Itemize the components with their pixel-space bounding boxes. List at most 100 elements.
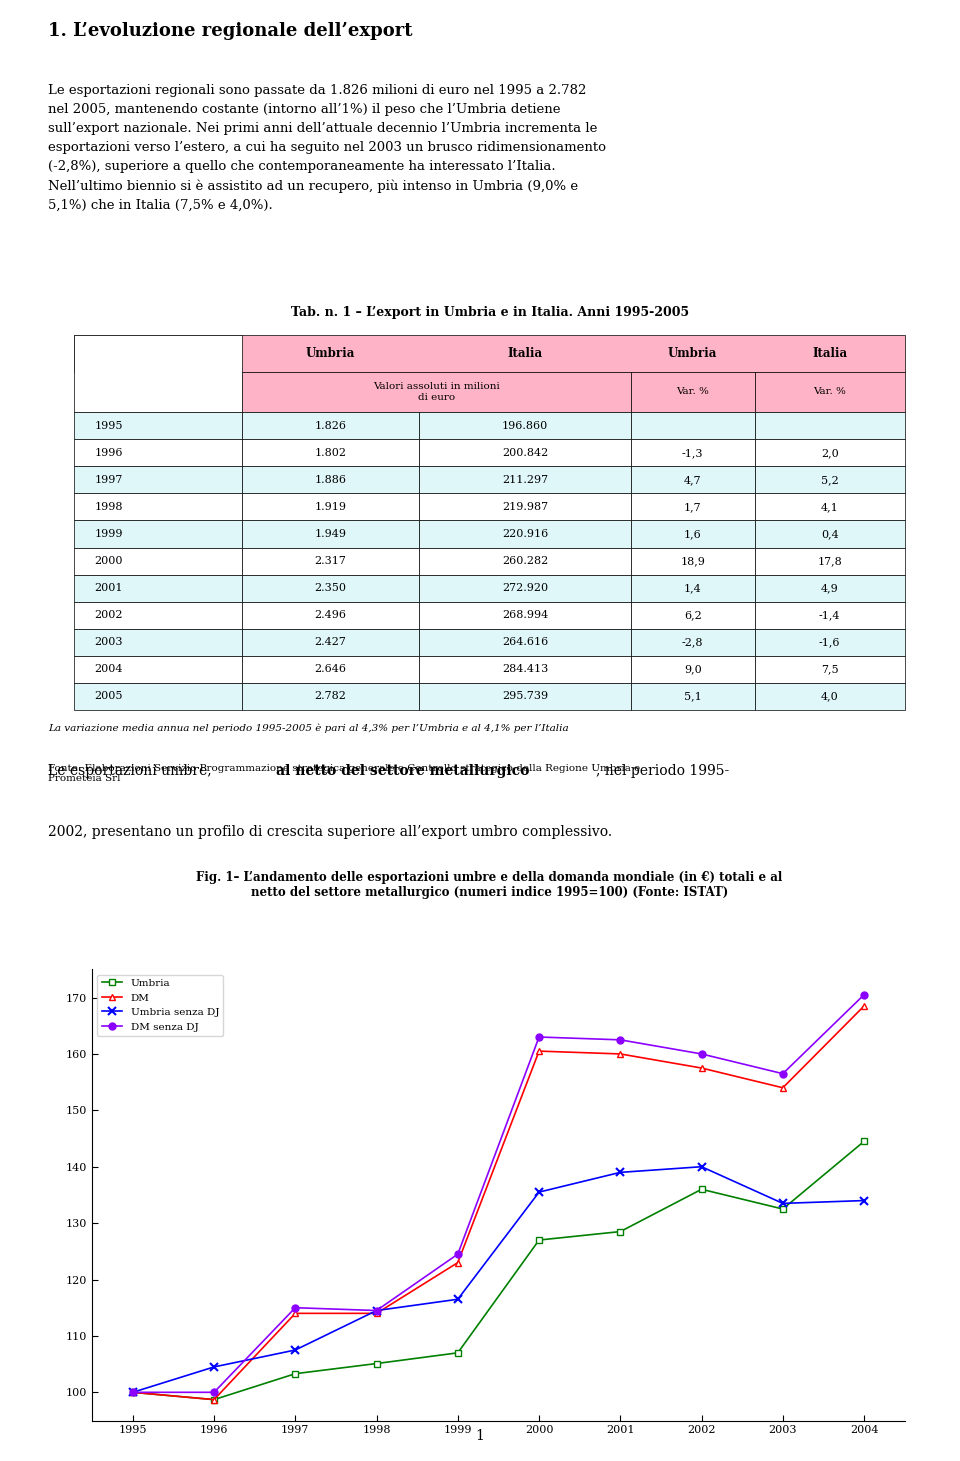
Bar xyxy=(755,371,904,412)
Text: 4,7: 4,7 xyxy=(684,475,702,485)
Text: , nel periodo 1995-: , nel periodo 1995- xyxy=(595,764,729,779)
Text: 295.739: 295.739 xyxy=(502,691,548,701)
Text: 2005: 2005 xyxy=(95,691,123,701)
Text: 5,2: 5,2 xyxy=(821,475,838,485)
Text: 1997: 1997 xyxy=(95,475,123,485)
Text: Var. %: Var. % xyxy=(676,387,709,396)
Bar xyxy=(75,336,904,371)
Text: 1.886: 1.886 xyxy=(315,475,347,485)
Bar xyxy=(755,628,904,656)
Text: 2001: 2001 xyxy=(95,583,123,593)
Text: 2002, presentano un profilo di crescita superiore all’export umbro complessivo.: 2002, presentano un profilo di crescita … xyxy=(48,825,612,839)
Bar xyxy=(419,548,631,574)
Text: 18,9: 18,9 xyxy=(681,557,706,565)
Text: 4,9: 4,9 xyxy=(821,583,838,593)
Text: 2,0: 2,0 xyxy=(821,447,838,457)
Text: 0,4: 0,4 xyxy=(821,529,838,539)
Bar xyxy=(75,682,242,710)
Bar xyxy=(631,656,755,682)
Text: 260.282: 260.282 xyxy=(502,557,548,565)
Text: 5,1: 5,1 xyxy=(684,691,702,701)
Bar xyxy=(419,628,631,656)
Bar xyxy=(755,494,904,520)
Bar xyxy=(419,440,631,466)
Text: La variazione media annua nel periodo 1995-2005 è pari al 4,3% per l’Umbria e al: La variazione media annua nel periodo 19… xyxy=(48,723,568,733)
Text: 2002: 2002 xyxy=(95,611,123,619)
Text: 2.496: 2.496 xyxy=(315,611,347,619)
Bar xyxy=(242,602,419,628)
Text: Var. %: Var. % xyxy=(813,387,846,396)
Bar xyxy=(75,466,242,494)
Bar xyxy=(419,412,631,440)
Text: -2,8: -2,8 xyxy=(682,637,704,647)
Bar xyxy=(242,520,419,548)
Bar xyxy=(419,682,631,710)
Text: 219.987: 219.987 xyxy=(502,503,548,511)
Text: 1,6: 1,6 xyxy=(684,529,702,539)
Text: 1.919: 1.919 xyxy=(315,503,347,511)
Text: 4,1: 4,1 xyxy=(821,503,838,511)
Text: 2004: 2004 xyxy=(95,665,123,675)
Text: 1.802: 1.802 xyxy=(315,447,347,457)
Text: 2.350: 2.350 xyxy=(315,583,347,593)
Bar xyxy=(631,574,755,602)
Bar xyxy=(631,682,755,710)
Text: Le esportazioni umbre,: Le esportazioni umbre, xyxy=(48,764,216,779)
Bar xyxy=(419,494,631,520)
Bar xyxy=(75,574,242,602)
Text: 284.413: 284.413 xyxy=(502,665,548,675)
Bar xyxy=(755,548,904,574)
Bar xyxy=(755,656,904,682)
Bar xyxy=(242,494,419,520)
Bar xyxy=(75,494,242,520)
Text: 268.994: 268.994 xyxy=(502,611,548,619)
Text: Umbria: Umbria xyxy=(306,348,355,359)
Text: -1,4: -1,4 xyxy=(819,611,840,619)
Text: 6,2: 6,2 xyxy=(684,611,702,619)
Text: Valori assoluti in milioni
di euro: Valori assoluti in milioni di euro xyxy=(373,381,500,402)
Text: 2.782: 2.782 xyxy=(315,691,347,701)
Text: 1999: 1999 xyxy=(95,529,123,539)
Bar xyxy=(755,574,904,602)
Bar xyxy=(755,412,904,440)
Bar xyxy=(242,656,419,682)
Bar xyxy=(75,656,242,682)
Text: 17,8: 17,8 xyxy=(817,557,842,565)
Bar xyxy=(75,412,242,440)
Bar xyxy=(242,628,419,656)
Text: Le esportazioni regionali sono passate da 1.826 milioni di euro nel 1995 a 2.782: Le esportazioni regionali sono passate d… xyxy=(48,83,606,212)
Bar xyxy=(242,412,419,440)
Bar xyxy=(631,602,755,628)
Text: 1: 1 xyxy=(475,1429,485,1443)
Text: Italia: Italia xyxy=(508,348,542,359)
Text: 1.949: 1.949 xyxy=(315,529,347,539)
Text: Umbria: Umbria xyxy=(668,348,717,359)
Text: 200.842: 200.842 xyxy=(502,447,548,457)
Bar xyxy=(631,628,755,656)
Bar xyxy=(755,682,904,710)
Text: 211.297: 211.297 xyxy=(502,475,548,485)
Text: 264.616: 264.616 xyxy=(502,637,548,647)
Text: 7,5: 7,5 xyxy=(821,665,838,675)
Text: -1,3: -1,3 xyxy=(682,447,704,457)
Bar xyxy=(755,520,904,548)
Bar xyxy=(419,520,631,548)
Text: Fig. 1– L’andamento delle esportazioni umbre e della domanda mondiale (in €) tot: Fig. 1– L’andamento delle esportazioni u… xyxy=(197,871,782,899)
Text: 1998: 1998 xyxy=(95,503,123,511)
Bar xyxy=(242,574,419,602)
Bar xyxy=(755,440,904,466)
Bar xyxy=(631,371,755,412)
Bar xyxy=(755,602,904,628)
Text: 272.920: 272.920 xyxy=(502,583,548,593)
Text: 2.646: 2.646 xyxy=(315,665,347,675)
Bar xyxy=(242,440,419,466)
Text: -1,6: -1,6 xyxy=(819,637,840,647)
Bar xyxy=(631,548,755,574)
Text: 9,0: 9,0 xyxy=(684,665,702,675)
Text: 1,4: 1,4 xyxy=(684,583,702,593)
Text: 4,0: 4,0 xyxy=(821,691,838,701)
Bar xyxy=(75,440,242,466)
Bar xyxy=(419,656,631,682)
Text: 2.317: 2.317 xyxy=(315,557,347,565)
Text: 2000: 2000 xyxy=(95,557,123,565)
